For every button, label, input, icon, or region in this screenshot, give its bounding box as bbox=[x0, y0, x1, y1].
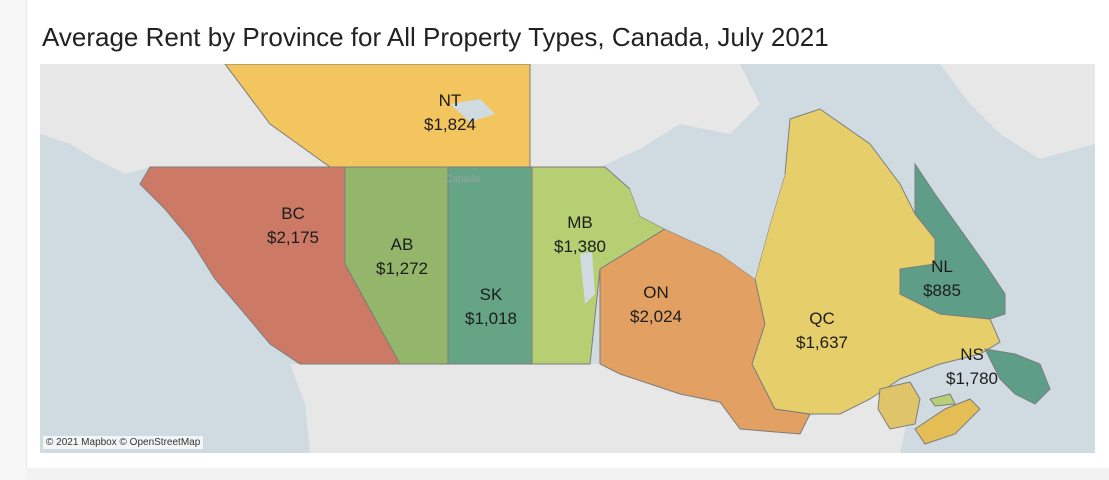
label-ab-rent: $1,272 bbox=[376, 259, 428, 278]
label-ab: AB $1,272 bbox=[376, 235, 428, 278]
map-canvas[interactable]: Canada NT $1,824 BC $2,175 AB $1,272 SK … bbox=[40, 64, 1095, 453]
label-sk-code: SK bbox=[480, 285, 503, 304]
label-nt-rent: $1,824 bbox=[424, 115, 476, 134]
left-margin bbox=[0, 0, 27, 480]
province-sk[interactable] bbox=[447, 166, 533, 365]
label-bc-rent: $2,175 bbox=[267, 228, 319, 247]
label-mb-code: MB bbox=[567, 213, 593, 232]
province-nl[interactable] bbox=[899, 162, 1006, 320]
label-mb: MB $1,380 bbox=[554, 213, 606, 256]
label-ns-rent: $1,780 bbox=[946, 369, 998, 388]
label-qc-code: QC bbox=[809, 309, 835, 328]
map-area[interactable]: Canada NT $1,824 BC $2,175 AB $1,272 SK … bbox=[40, 64, 1095, 453]
province-ab[interactable] bbox=[344, 166, 449, 365]
land-arctic-nunavut bbox=[530, 64, 760, 167]
label-bc: BC $2,175 bbox=[267, 204, 319, 247]
lake-great-bear bbox=[450, 99, 495, 122]
label-on-code: ON bbox=[643, 283, 669, 302]
label-on-rent: $2,024 bbox=[630, 307, 682, 326]
province-nl-island[interactable] bbox=[984, 348, 1051, 405]
label-sk-rent: $1,018 bbox=[465, 309, 517, 328]
province-pe[interactable] bbox=[929, 393, 956, 407]
hudson-bay bbox=[625, 134, 785, 279]
label-nl-code: NL bbox=[931, 257, 953, 276]
land-alaska-yukon bbox=[40, 64, 345, 174]
label-qc: QC $1,637 bbox=[796, 309, 848, 352]
label-on: ON $2,024 bbox=[630, 283, 682, 326]
label-ab-code: AB bbox=[391, 235, 414, 254]
map-attribution[interactable]: © 2021 Mapbox © OpenStreetMap bbox=[43, 436, 204, 449]
label-nl-rent: $885 bbox=[923, 281, 961, 300]
province-nb[interactable] bbox=[877, 381, 921, 430]
label-qc-rent: $1,637 bbox=[796, 333, 848, 352]
label-bc-code: BC bbox=[281, 204, 305, 223]
label-ns: NS $1,780 bbox=[946, 345, 998, 388]
label-nl: NL $885 bbox=[923, 257, 961, 300]
lake-winnipeg bbox=[580, 252, 595, 304]
label-mb-rent: $1,380 bbox=[554, 237, 606, 256]
label-nt: NT $1,824 bbox=[424, 91, 476, 134]
basemap-country-label: Canada bbox=[445, 174, 480, 185]
land-greenland bbox=[940, 64, 1095, 159]
province-ns[interactable] bbox=[914, 398, 981, 445]
label-ns-code: NS bbox=[960, 345, 984, 364]
map-title: Average Rent by Province for All Propert… bbox=[42, 22, 829, 52]
label-nt-code: NT bbox=[439, 91, 462, 110]
bottom-margin bbox=[26, 468, 1109, 480]
label-sk: SK $1,018 bbox=[465, 285, 517, 328]
